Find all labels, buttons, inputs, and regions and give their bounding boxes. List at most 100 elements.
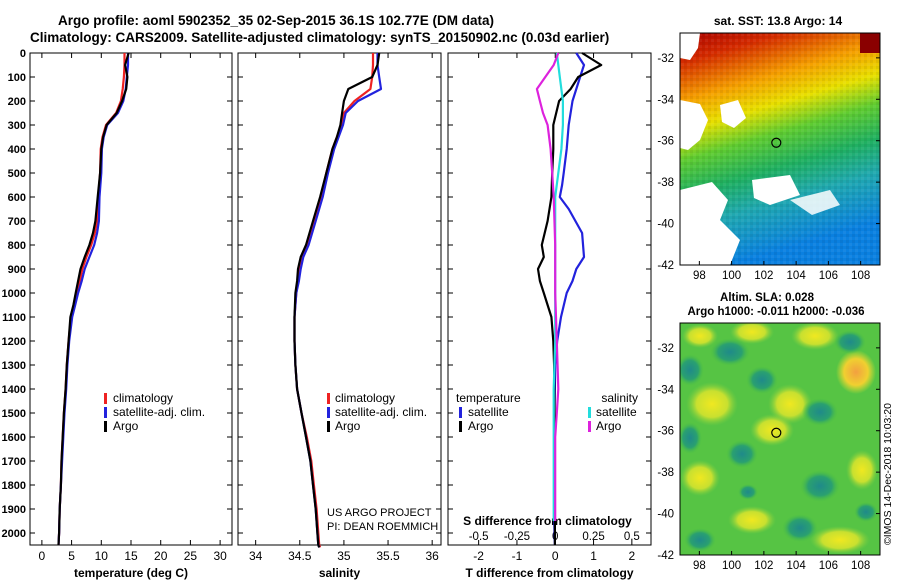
legend-swatch [327,407,330,418]
salinity-diff-tick-label: 0.25 [582,531,604,543]
legend-label: satellite [468,405,509,419]
legend-swatch [327,393,330,404]
x-tick-label: 10 [95,549,109,563]
plot-frame [447,52,652,546]
map-x-tick-label: 100 [722,270,741,282]
map-y-tick-label: -42 [657,550,674,562]
legend-swatch [459,407,462,418]
x-axis-label: T difference from climatology [465,566,633,580]
depth-tick-label: 600 [8,192,26,204]
x-tick-label: 0 [39,549,46,563]
temperature-legend-title: temperature [456,391,521,405]
x-tick-label: 34.5 [288,549,312,563]
map-y-tick-label: -34 [657,94,674,106]
sla-map-subtitle: Argo h1000: -0.011 h2000: -0.036 [687,306,864,318]
map-y-tick-label: -34 [657,384,674,396]
x-tick-label: 35 [337,549,351,563]
sst-map-title: sat. SST: 13.8 Argo: 14 [714,14,843,28]
legend-label: satellite-adj. clim. [335,405,427,419]
depth-tick-label: 300 [8,120,26,132]
legend-label: Argo [596,419,622,433]
salinity-diff-axis-label: S difference from climatology [463,514,632,528]
depth-tick-label: 700 [8,216,26,228]
legend-swatch [327,421,330,432]
map-x-tick-label: 102 [754,270,773,282]
map-y-tick-label: -38 [657,467,674,479]
salinity-plot: 34 34.5 35 35.5 36 salinity climatologysatelli… [237,52,442,580]
map-x-tick-label: 106 [819,270,838,282]
map-x-tick-label: 108 [851,270,870,282]
map-x-tick-label: 98 [693,270,706,282]
x-tick-label: -2 [473,549,484,563]
x-axis-label: temperature (deg C) [74,566,188,580]
sst-map-frame [679,32,881,266]
map-x-tick-label: 104 [787,270,807,282]
depth-tick-label: 200 [8,96,26,108]
difference-plot: -2 -1 0 1 2 T difference from climatology S di… [447,52,652,580]
map-y-tick-label: -40 [657,509,674,521]
map-x-tick-label: 102 [754,560,773,572]
depth-tick-label: 900 [8,264,26,276]
x-tick-label: 2 [629,549,636,563]
x-tick-label: 0 [552,549,559,563]
depth-tick-label: 1600 [2,432,26,444]
depth-tick-label: 1200 [2,336,26,348]
legend-label: Argo [113,419,139,433]
map-x-tick-label: 98 [693,560,706,572]
depth-tick-label: 1000 [2,288,26,300]
map-y-tick-label: -40 [657,219,674,231]
legend-swatch [104,421,107,432]
legend-label: satellite-adj. clim. [113,405,205,419]
depth-tick-label: 1800 [2,480,26,492]
legend-swatch [104,393,107,404]
sst-argo-location-marker [771,137,782,148]
imos-credit: ©IMOS 14-Dec-2018 10:03:20 [882,403,894,545]
legend-swatch [104,407,107,418]
sst-map [680,33,880,265]
x-tick-label: 20 [154,549,168,563]
x-tick-label: 36 [425,549,439,563]
depth-tick-label: 500 [8,168,26,180]
x-tick-label: -1 [512,549,523,563]
depth-tick-label: 800 [8,240,26,252]
plot-frame [237,52,442,546]
x-tick-label: 35.5 [376,549,400,563]
map-y-tick-label: -36 [657,426,674,438]
map-x-tick-label: 108 [851,560,870,572]
depth-tick-label: 1900 [2,504,26,516]
series-line [552,52,586,546]
legend-label: Argo [335,419,361,433]
salinity-legend-title: salinity [601,391,638,405]
x-axis-label: salinity [319,566,361,580]
x-tick-label: 1 [590,549,597,563]
depth-tick-label: 2000 [2,528,26,540]
depth-tick-label: 400 [8,144,26,156]
depth-tick-label: 100 [8,72,26,84]
sst-map-axes: 98 100 102 104 106 108 -32 -34 -36 -38 -40 -42 [657,53,880,282]
x-tick-label: 5 [68,549,75,563]
header-title-line1: Argo profile: aoml 5902352_35 02-Sep-201… [58,13,494,28]
depth-tick-label: 0 [20,48,26,60]
legend-swatch [588,421,591,432]
x-tick-label: 34 [249,549,263,563]
x-tick-label: 30 [213,549,227,563]
legend-label: satellite [596,405,637,419]
depth-tick-label: 1700 [2,456,26,468]
map-y-tick-label: -36 [657,136,674,148]
salinity-diff-tick-label: 0.5 [624,531,640,543]
temperature-plot: 0100200300400500600700800900100011001200… [2,48,233,580]
depth-tick-label: 1100 [2,312,26,324]
depth-tick-label: 1400 [2,384,26,396]
map-x-tick-label: 106 [819,560,838,572]
depth-tick-label: 1300 [2,360,26,372]
map-y-tick-label: -38 [657,177,674,189]
x-tick-label: 25 [184,549,198,563]
salinity-diff-tick-label: -0.5 [469,531,489,543]
sla-map [680,323,880,555]
header-title-line2: Climatology: CARS2009. Satellite-adjuste… [30,30,609,45]
x-tick-label: 15 [124,549,138,563]
legend-label: climatology [113,391,173,405]
legend-swatch [588,407,591,418]
salinity-diff-tick-label: -0.25 [504,531,530,543]
